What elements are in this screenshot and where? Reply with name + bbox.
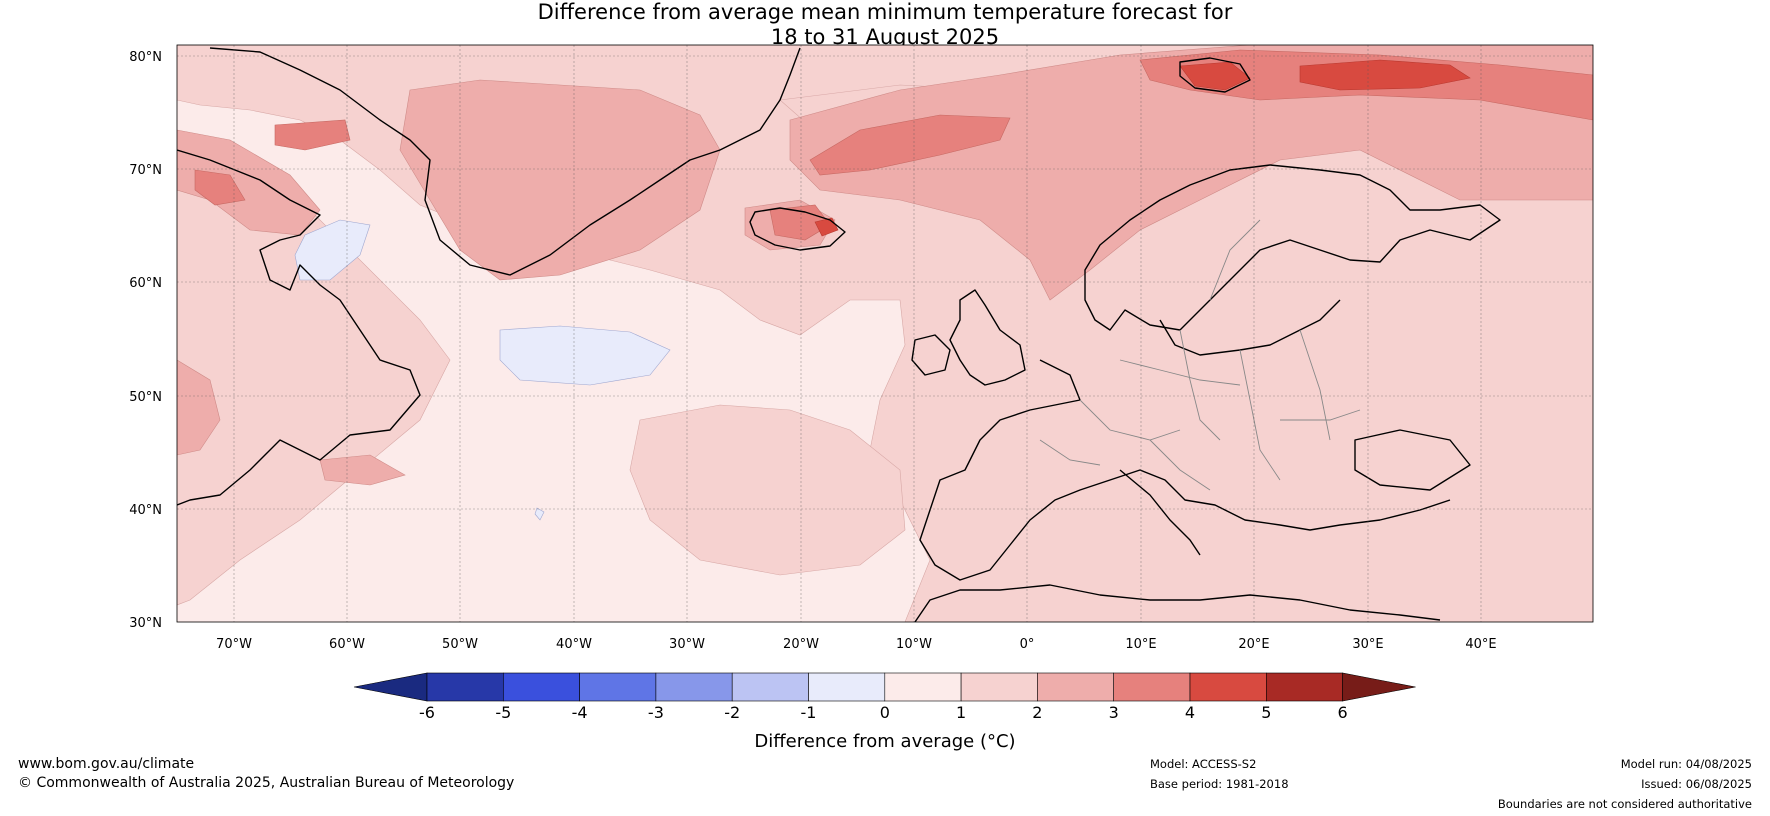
coast-italy: [1119, 469, 1201, 556]
map-panel: [177, 45, 1593, 622]
colorbar-bin: [808, 672, 886, 702]
lon-label: 40°W: [556, 637, 592, 652]
coast-ireland: [911, 334, 951, 376]
graticule: [177, 45, 1593, 622]
colorbar-bin: [426, 672, 504, 702]
coast-iceland: [749, 207, 846, 251]
footer-url[interactable]: www.bom.gov.au/climate: [18, 756, 195, 772]
coast-baltic: [1159, 299, 1341, 356]
colorbar-bin: [1113, 672, 1191, 702]
footer-issued: Issued: 06/08/2025: [1641, 777, 1752, 791]
latitude-labels: 80°N 70°N 60°N 50°N 40°N 30°N: [129, 50, 162, 631]
colorbar-bin: [579, 672, 657, 702]
anomaly-band-neg1-0: [294, 219, 671, 521]
longitude-labels: 70°W 60°W 50°W 40°W 30°W 20°W 10°W 0° 10…: [216, 637, 1497, 652]
colorbar-tick-label: -6: [419, 703, 435, 722]
colorbar-bin: [960, 672, 1038, 702]
coast-svalbard: [1179, 57, 1251, 93]
colorbar-label: Difference from average (°C): [754, 731, 1015, 752]
colorbar-tick-label: -4: [572, 703, 588, 722]
map-title: Difference from average mean minimum tem…: [0, 0, 1770, 50]
map-frame: [176, 44, 1594, 623]
footer-copyright: © Commonwealth of Australia 2025, Austra…: [18, 775, 515, 791]
colorbar-extend-min: [353, 672, 428, 702]
lat-label: 40°N: [129, 503, 162, 518]
lon-label: 30°E: [1352, 637, 1383, 652]
footer-model: Model: ACCESS-S2: [1150, 757, 1257, 771]
colorbar-tick-label: 4: [1185, 703, 1195, 722]
country-borders: [1039, 219, 1361, 491]
footer-model-run: Model run: 04/08/2025: [1620, 757, 1752, 771]
colorbar-bin: [884, 672, 962, 702]
lon-label: 10°W: [896, 637, 932, 652]
colorbar-tick-label: 6: [1338, 703, 1348, 722]
lat-label: 70°N: [129, 163, 162, 178]
colorbar: -6 -5 -4 -3 -2 -1 0 1 2 3 4 5 6: [353, 672, 1416, 722]
colorbar-tick-label: -2: [724, 703, 740, 722]
colorbar-tick-label: -5: [495, 703, 511, 722]
colorbar-bin: [655, 672, 733, 702]
lon-label: 10°E: [1125, 637, 1156, 652]
coast-europe-south: [919, 359, 1451, 581]
footer-disclaimer: Boundaries are not considered authoritat…: [1497, 797, 1752, 811]
colorbar-tick-label: 5: [1261, 703, 1271, 722]
lat-label: 80°N: [129, 50, 162, 65]
lat-label: 30°N: [129, 616, 162, 631]
lon-label: 30°W: [669, 637, 705, 652]
coast-north-america: [177, 149, 421, 506]
coast-black-sea: [1354, 429, 1471, 491]
lon-label: 40°E: [1465, 637, 1496, 652]
colorbar-bin: [1037, 672, 1115, 702]
lon-label: 50°W: [442, 637, 478, 652]
colorbar-tick-label: 1: [956, 703, 966, 722]
title-line-1: Difference from average mean minimum tem…: [537, 0, 1233, 24]
colorbar-bin: [1189, 672, 1267, 702]
coast-british-isles: [949, 289, 1026, 386]
colorbar-bin: [502, 672, 580, 702]
lon-label: 20°E: [1238, 637, 1269, 652]
lon-label: 20°W: [783, 637, 819, 652]
colorbar-tick-label: -3: [648, 703, 664, 722]
lon-label: 0°: [1020, 637, 1035, 652]
colorbar-tick-label: 3: [1109, 703, 1119, 722]
colorbar-tick-label: -1: [801, 703, 817, 722]
colorbar-bin: [1266, 672, 1343, 702]
lat-label: 50°N: [129, 390, 162, 405]
lon-label: 70°W: [216, 637, 252, 652]
lon-label: 60°W: [329, 637, 365, 652]
colorbar-tick-label: 2: [1032, 703, 1042, 722]
colorbar-bin: [731, 672, 809, 702]
colorbar-extend-max: [1342, 672, 1416, 702]
colorbar-tick-label: 0: [880, 703, 890, 722]
coast-greenland: [209, 47, 801, 276]
footer-base-period: Base period: 1981-2018: [1150, 777, 1289, 791]
coast-africa: [914, 584, 1441, 622]
lat-label: 60°N: [129, 276, 162, 291]
